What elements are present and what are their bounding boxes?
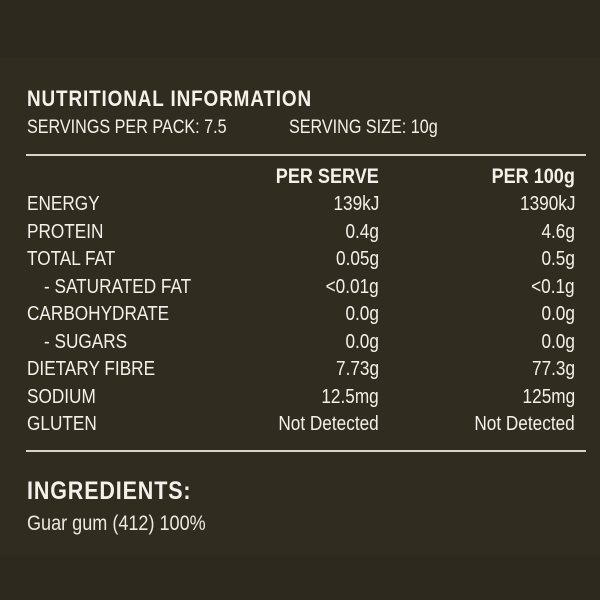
bottom-border-band [0, 556, 600, 600]
per-100g-value: Not Detected [474, 413, 575, 435]
per-100g-value: 77.3g [531, 358, 575, 380]
table-row-total-fat: TOTAL FAT 0.05g 0.5g [0, 248, 600, 275]
per-serve-value: 139kJ [333, 193, 379, 215]
column-header-per-100g: PER 100g [491, 165, 575, 188]
per-serve-value: 0.0g [345, 331, 379, 353]
per-serve-value: 0.05g [335, 248, 379, 270]
per-100g-value: 0.5g [541, 248, 575, 270]
per-100g-value: <0.1g [531, 276, 575, 298]
row-label: SODIUM [27, 386, 96, 408]
row-label: - SUGARS [44, 331, 128, 353]
servings-per-pack: SERVINGS PER PACK: 7.5 [27, 117, 227, 138]
per-100g-value: 0.0g [541, 303, 575, 325]
table-row-sodium: SODIUM 12.5mg 125mg [0, 386, 600, 413]
row-label: DIETARY FIBRE [27, 358, 156, 380]
row-label: PROTEIN [27, 221, 104, 243]
serving-size: SERVING SIZE: 10g [289, 117, 438, 138]
per-serve-value: <0.01g [325, 276, 379, 298]
table-row-dietary-fibre: DIETARY FIBRE 7.73g 77.3g [0, 358, 600, 385]
per-100g-value: 4.6g [541, 221, 575, 243]
table-row-saturated-fat: - SATURATED FAT <0.01g <0.1g [0, 276, 600, 303]
per-serve-value: 7.73g [335, 358, 379, 380]
per-serve-value: 12.5mg [321, 386, 379, 408]
table-row-carbohydrate: CARBOHYDRATE 0.0g 0.0g [0, 303, 600, 330]
top-border-band [0, 0, 600, 58]
ingredients-text: Guar gum (412) 100% [27, 512, 206, 535]
table-row-energy: ENERGY 139kJ 1390kJ [0, 193, 600, 220]
table-row-sugars: - SUGARS 0.0g 0.0g [0, 331, 600, 358]
top-divider [26, 154, 586, 156]
row-label: CARBOHYDRATE [27, 303, 170, 325]
per-100g-value: 125mg [522, 386, 575, 408]
row-label: ENERGY [27, 193, 100, 215]
column-header-per-serve: PER SERVE [275, 165, 379, 188]
panel-title: NUTRITIONAL INFORMATION [27, 86, 312, 111]
per-100g-value: 1390kJ [519, 193, 575, 215]
row-label: GLUTEN [27, 413, 97, 435]
per-100g-value: 0.0g [541, 331, 575, 353]
row-label: TOTAL FAT [27, 248, 116, 270]
bottom-divider [26, 450, 586, 452]
table-row-gluten: GLUTEN Not Detected Not Detected [0, 413, 600, 440]
table-row-protein: PROTEIN 0.4g 4.6g [0, 221, 600, 248]
per-serve-value: 0.0g [345, 303, 379, 325]
ingredients-title: INGREDIENTS: [27, 477, 192, 505]
per-serve-value: Not Detected [278, 413, 379, 435]
per-serve-value: 0.4g [345, 221, 379, 243]
row-label: - SATURATED FAT [44, 276, 192, 298]
